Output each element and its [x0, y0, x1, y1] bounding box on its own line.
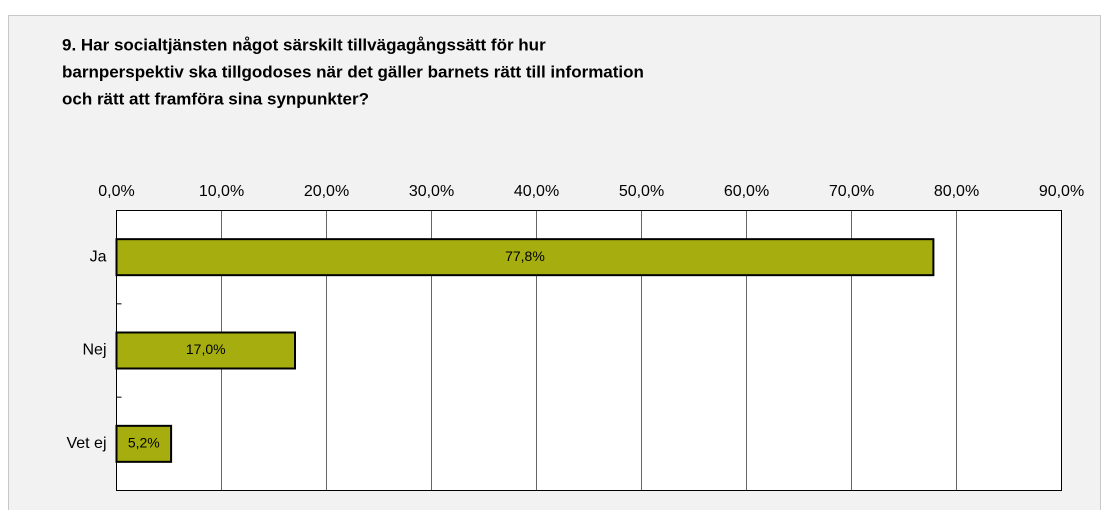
title-line: 9. Har socialtjänsten något särskilt til…: [62, 35, 546, 54]
y-tick-label: Vet ej: [66, 435, 106, 452]
x-tick-label: 80,0%: [934, 183, 979, 200]
x-tick-label: 10,0%: [199, 183, 244, 200]
bar: [115, 238, 935, 277]
bar: [115, 331, 296, 370]
title-line: barnperspektiv ska tillgodoses när det g…: [62, 62, 644, 81]
value-label: 17,0%: [186, 341, 226, 357]
x-tick-label: 50,0%: [619, 183, 664, 200]
x-tick-label: 0,0%: [98, 183, 134, 200]
title-line: och rätt att framföra sina synpunkter?: [62, 89, 369, 108]
value-label: 5,2%: [128, 435, 160, 451]
bar: [115, 424, 173, 463]
y-tick-label: Ja: [90, 248, 107, 265]
x-tick-label: 70,0%: [829, 183, 874, 200]
x-tick-label: 30,0%: [409, 183, 454, 200]
y-tick-label: Nej: [82, 342, 106, 359]
x-tick-label: 40,0%: [514, 183, 559, 200]
chart-title: 9. Har socialtjänsten något särskilt til…: [62, 35, 644, 108]
value-label: 77,8%: [505, 248, 545, 264]
x-tick-label: 90,0%: [1039, 183, 1084, 200]
x-tick-label: 60,0%: [724, 183, 769, 200]
x-tick-label: 20,0%: [304, 183, 349, 200]
